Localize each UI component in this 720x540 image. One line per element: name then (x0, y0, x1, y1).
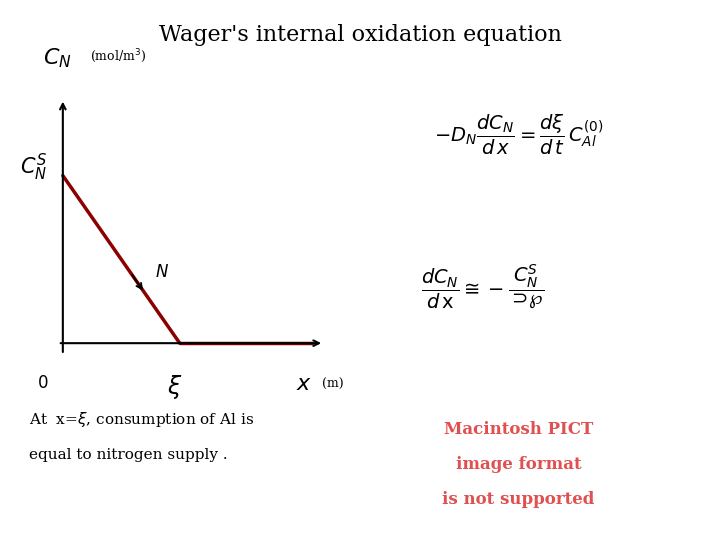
Text: image format: image format (456, 456, 581, 473)
Text: $\xi$: $\xi$ (167, 373, 182, 401)
Text: is not supported: is not supported (442, 491, 595, 508)
Text: $C_N^S$: $C_N^S$ (19, 152, 47, 183)
Text: $0$: $0$ (37, 375, 49, 392)
Text: (mol/m$^3$): (mol/m$^3$) (90, 47, 146, 65)
Text: Wager's internal oxidation equation: Wager's internal oxidation equation (158, 24, 562, 46)
Text: $-D_N\dfrac{dC_N}{d\,x} = \dfrac{d\xi}{d\,t}\, C_{Al}^{(0)}$: $-D_N\dfrac{dC_N}{d\,x} = \dfrac{d\xi}{d… (433, 113, 603, 157)
Text: $\dfrac{dC_N}{d\,\mathrm{x}} \cong -\dfrac{C_N^S}{\supset\!\wp}$: $\dfrac{dC_N}{d\,\mathrm{x}} \cong -\dfr… (420, 262, 544, 310)
Text: equal to nitrogen supply .: equal to nitrogen supply . (29, 448, 228, 462)
Text: $N$: $N$ (155, 264, 168, 281)
Text: $C_N$: $C_N$ (43, 46, 72, 70)
Text: At  x=$\xi$, consumption of Al is: At x=$\xi$, consumption of Al is (29, 410, 254, 429)
Text: $x$: $x$ (296, 373, 312, 395)
Text: (m): (m) (322, 378, 343, 391)
Text: Macintosh PICT: Macintosh PICT (444, 421, 593, 438)
